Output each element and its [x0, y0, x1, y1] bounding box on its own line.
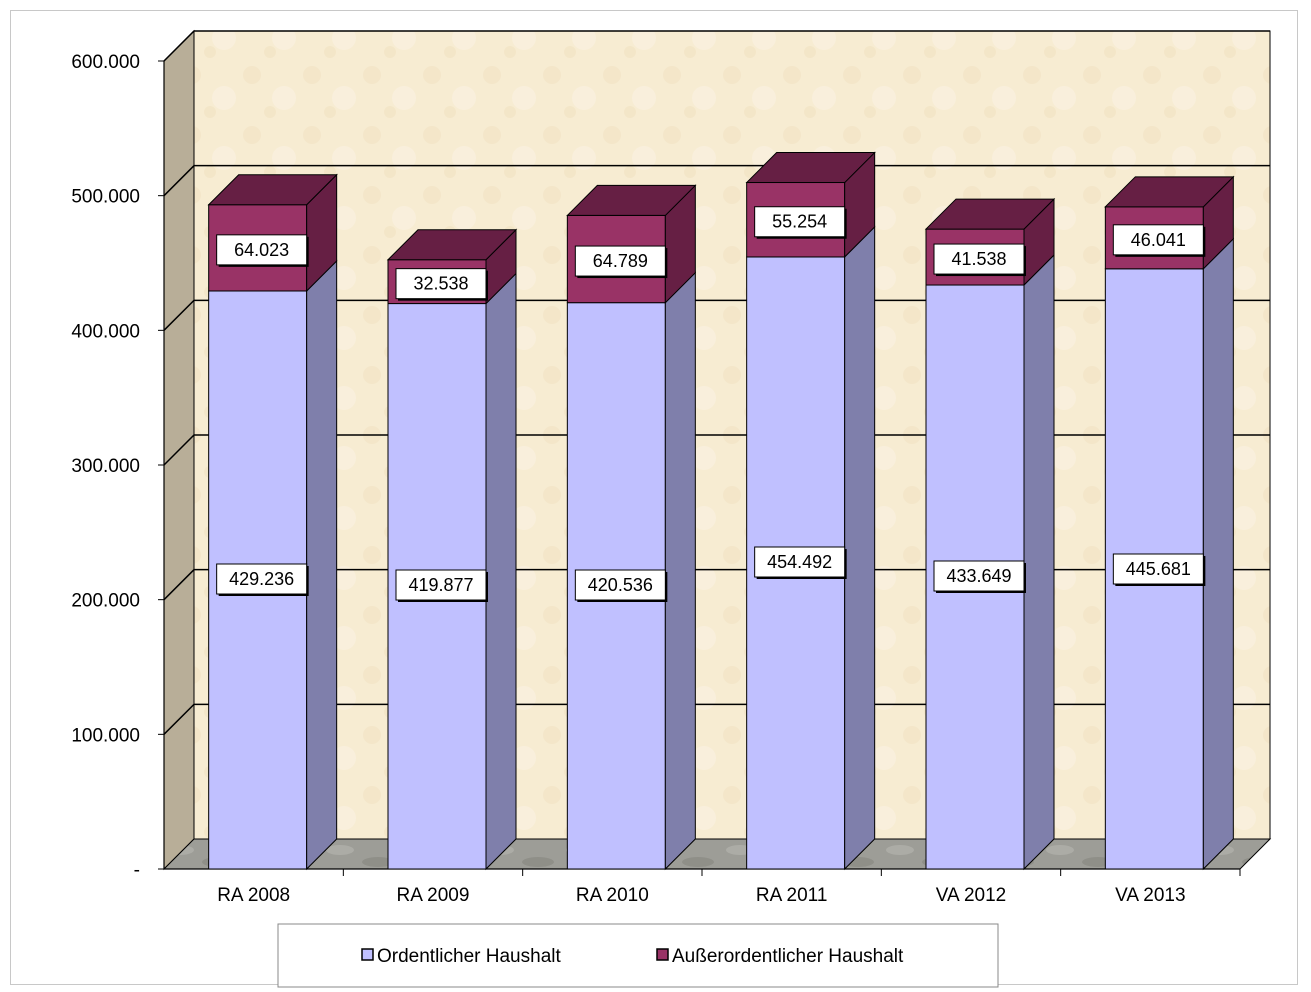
- bar-top-face: [1104, 176, 1235, 208]
- data-label-box: [933, 243, 1025, 275]
- gridline: [163, 299, 1270, 331]
- bar-ordentlicher-side: [844, 225, 876, 871]
- gridline: [163, 164, 1270, 197]
- data-label-box: [754, 206, 846, 238]
- data-label-box: [1112, 224, 1204, 256]
- data-label-text: 419.877: [408, 575, 473, 595]
- data-label-text: 429.236: [229, 569, 294, 589]
- data-label-ausserordentlicher: 64.789: [574, 245, 668, 279]
- data-label-box: [216, 234, 308, 266]
- data-label-ordentlicher: 419.877: [395, 569, 488, 602]
- data-label-ausserordentlicher: 41.538: [933, 243, 1026, 277]
- legend-label-ordentlicher: Ordentlicher Haushalt: [377, 946, 561, 967]
- x-tick-label: VA 2013: [1115, 885, 1185, 906]
- data-label-text: 64.789: [593, 251, 648, 271]
- data-label-text: 55.254: [772, 212, 827, 232]
- legend-swatch-ordentlicher: [361, 948, 374, 961]
- axes: - 100.000 200.000 300.000 400.000 500.000 600.…: [71, 52, 1241, 906]
- data-label-ordentlicher: 420.536: [574, 569, 668, 602]
- bar-ordentlicher-side: [1023, 253, 1055, 871]
- data-label-box: [574, 245, 666, 277]
- bar-top-face: [566, 184, 697, 216]
- gridline: [163, 703, 1270, 735]
- data-label-box: [216, 563, 308, 595]
- bar-ordentlicher-side: [306, 259, 338, 871]
- data-label-text: 445.681: [1126, 559, 1191, 579]
- y-tick-label: 300.000: [71, 456, 140, 477]
- gridline: [163, 434, 1270, 466]
- data-label-box: [395, 268, 487, 300]
- x-tick-label: RA 2010: [576, 885, 649, 906]
- y-tick-label: 600.000: [71, 52, 140, 73]
- data-label-ordentlicher: 429.236: [216, 563, 309, 596]
- legend: Ordentlicher Haushalt Außerordentlicher …: [277, 923, 999, 988]
- legend-box: [277, 923, 999, 988]
- y-tick-label: 400.000: [71, 321, 140, 342]
- bar-ordentlicher-side: [485, 272, 517, 871]
- gridline: [163, 568, 1270, 601]
- legend-swatch-ausserordentlicher: [656, 948, 669, 961]
- bar-top-face: [924, 198, 1056, 230]
- bar-top-face: [386, 229, 518, 261]
- data-label-ordentlicher: 445.681: [1112, 553, 1206, 586]
- data-label-box: [574, 569, 666, 601]
- data-label-ordentlicher: 454.492: [754, 546, 847, 579]
- data-label-ordentlicher: 433.649: [933, 560, 1026, 593]
- y-tick-label: 100.000: [71, 725, 140, 746]
- data-label-ausserordentlicher: 64.023: [216, 234, 309, 267]
- data-label-ausserordentlicher: 46.041: [1112, 224, 1206, 257]
- data-label-text: 433.649: [946, 566, 1011, 586]
- bar-ordentlicher-side: [664, 271, 696, 871]
- x-tick-label: VA 2012: [936, 885, 1006, 906]
- y-tick-label: 200.000: [71, 591, 140, 612]
- x-tick-label: RA 2009: [397, 885, 470, 906]
- data-label-ausserordentlicher: 32.538: [395, 268, 488, 301]
- data-label-text: 64.023: [234, 240, 289, 260]
- bar-top-face: [207, 174, 338, 206]
- bar-top-face: [745, 152, 876, 184]
- data-label-text: 32.538: [413, 274, 468, 294]
- gridline: [163, 30, 1270, 62]
- data-label-text: 46.041: [1131, 230, 1186, 250]
- data-label-box: [395, 569, 487, 601]
- data-label-box: [1112, 553, 1204, 585]
- y-tick-label: -: [134, 860, 140, 881]
- x-tick-label: RA 2008: [217, 885, 290, 906]
- data-label-text: 420.536: [588, 575, 653, 595]
- data-label-text: 454.492: [767, 552, 832, 572]
- data-label-ausserordentlicher: 55.254: [754, 206, 847, 239]
- bar-ordentlicher-side: [1202, 237, 1234, 871]
- data-label-text: 41.538: [951, 249, 1006, 269]
- grid-lines: [163, 30, 1270, 735]
- data-label-box: [754, 546, 846, 578]
- y-tick-label: 500.000: [71, 187, 140, 208]
- x-tick-label: RA 2011: [756, 885, 827, 906]
- legend-label-ausserordentlicher: Außerordentlicher Haushalt: [672, 946, 904, 967]
- data-labels: 429.236 64.023 419.877 32.538 420.536 64.789 4…: [216, 206, 1206, 602]
- data-label-box: [933, 560, 1025, 592]
